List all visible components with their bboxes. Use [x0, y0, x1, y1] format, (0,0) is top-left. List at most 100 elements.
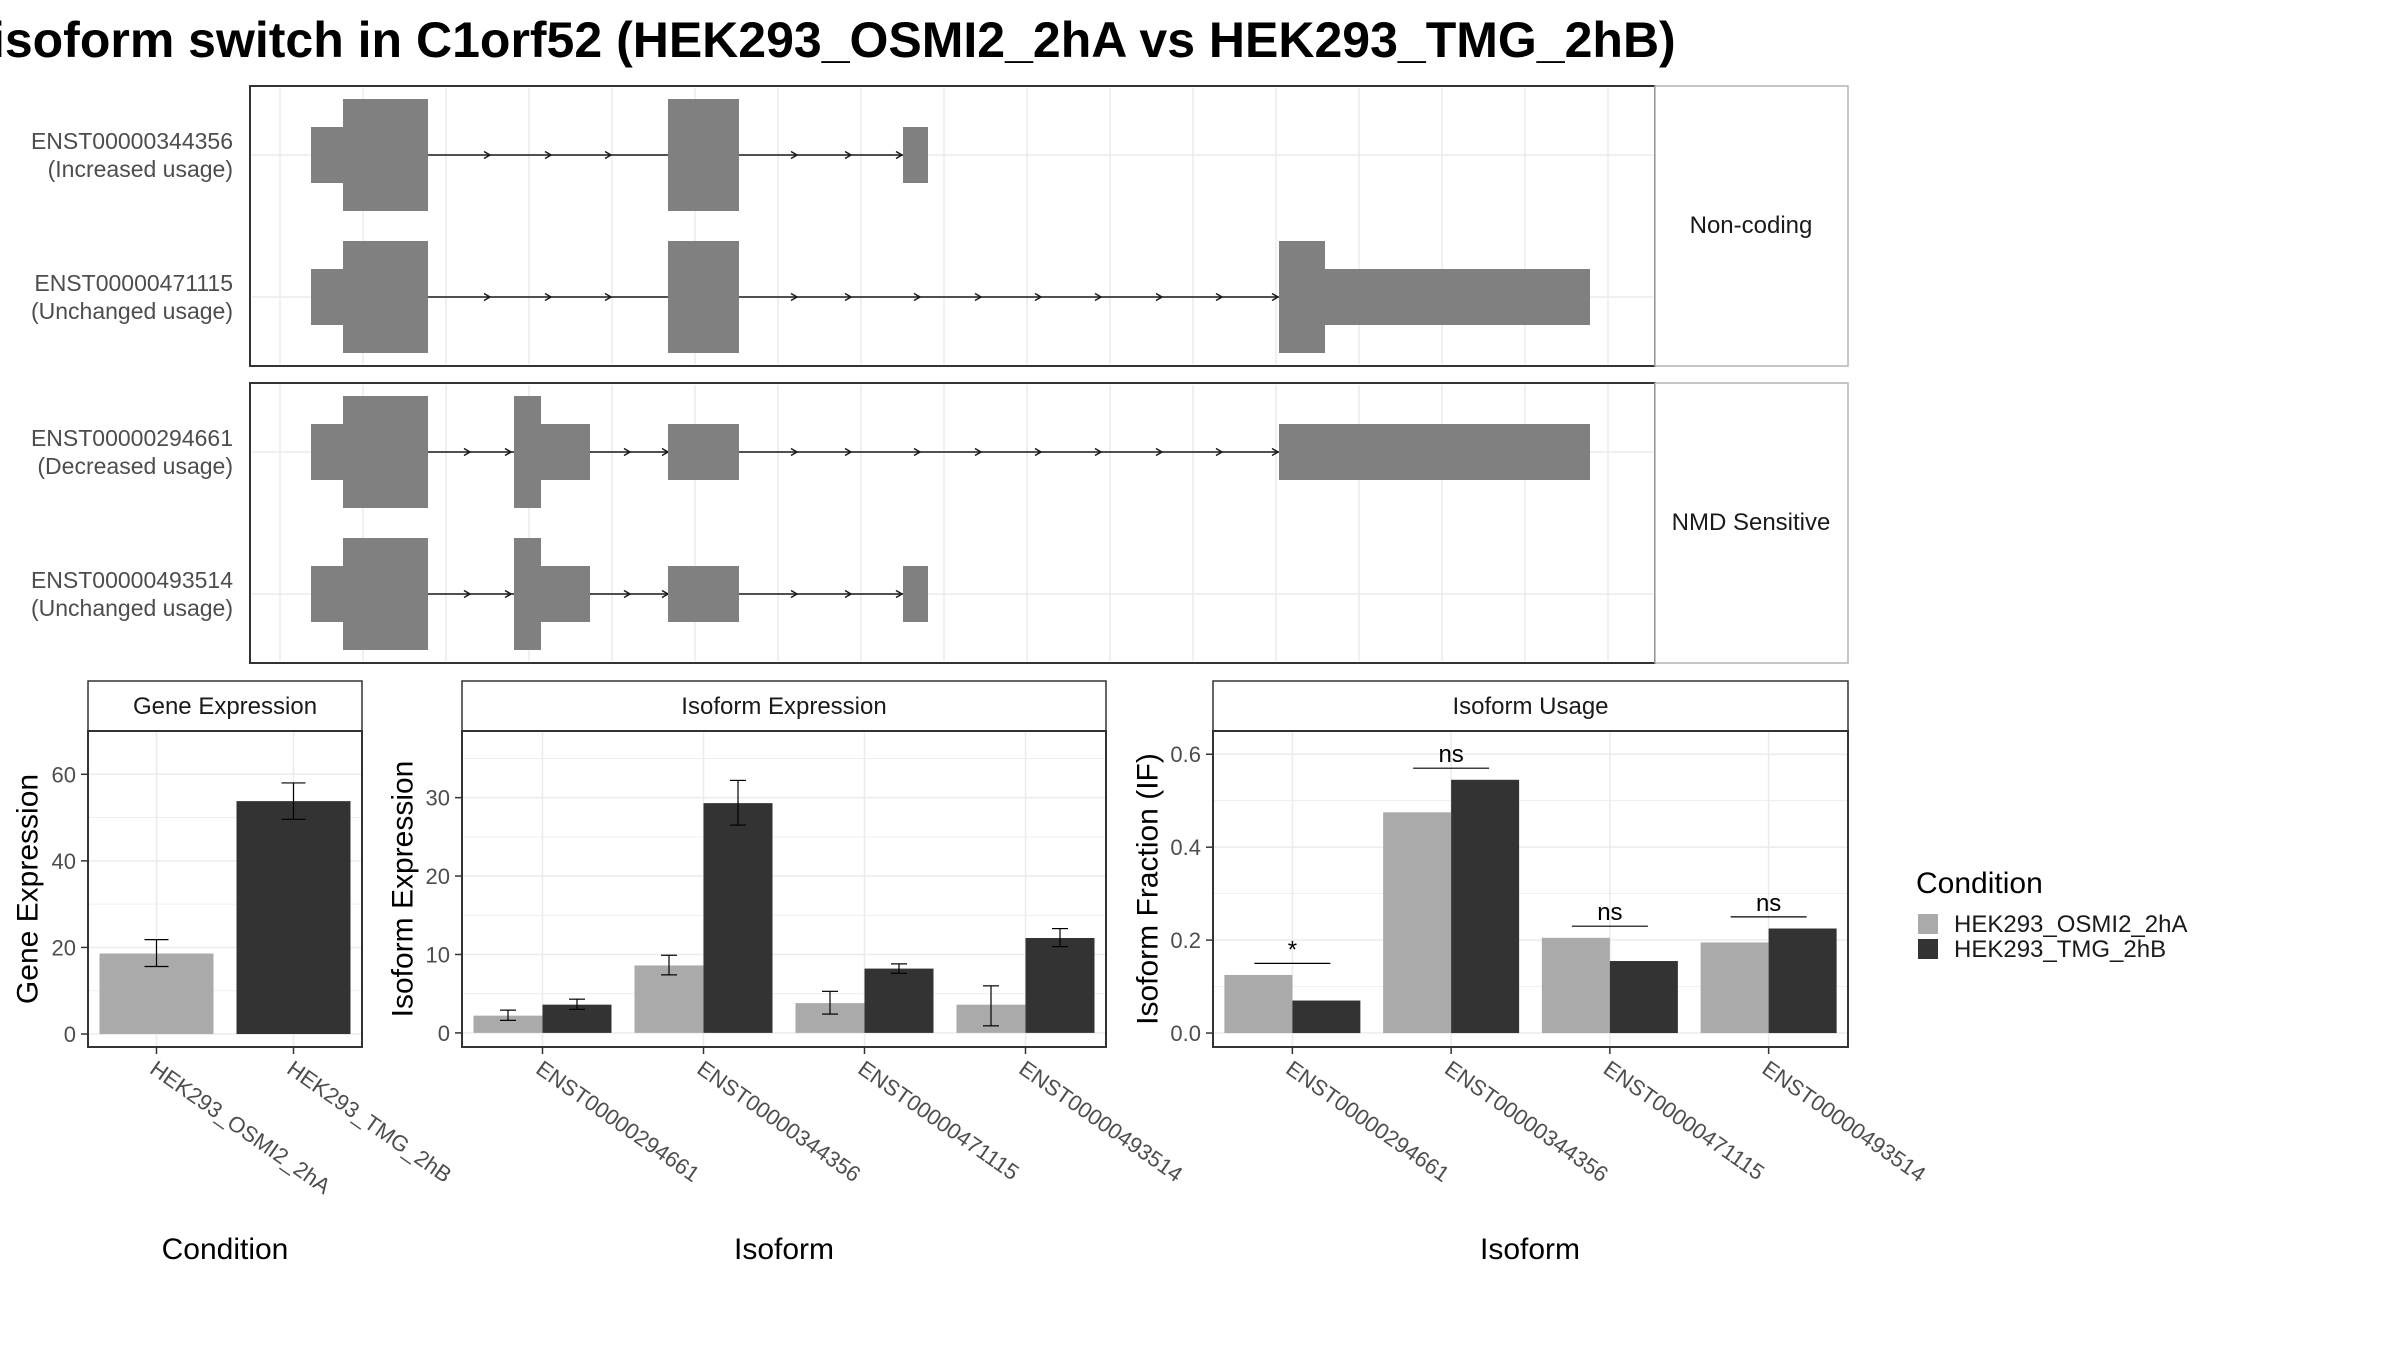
isoform-expression-chart: Isoform Expression 0 10 20 30 ENST00000294661… — [387, 680, 1188, 1266]
exon — [343, 241, 428, 353]
strand-arrow — [1271, 292, 1280, 302]
x-tick-label: ENST00000493514 — [1015, 1056, 1188, 1187]
y-tick-label: 0.4 — [1170, 835, 1201, 860]
transcript-ENST00000344356 — [311, 99, 928, 211]
x-tick-label: ENST00000344356 — [1440, 1056, 1613, 1187]
strand-arrow — [1034, 447, 1043, 457]
structure-group-noncoding: Non-coding — [249, 85, 1849, 367]
strand-arrow — [1094, 292, 1103, 302]
exon — [514, 538, 541, 650]
exon — [668, 241, 739, 353]
bar — [864, 968, 934, 1033]
transcript-usage-label: (Unchanged usage) — [31, 298, 233, 324]
panel-border — [1212, 730, 1849, 1048]
exon — [514, 396, 541, 508]
bar — [1541, 937, 1610, 1034]
y-axis-title: Gene Expression — [12, 774, 45, 1004]
y-tick-label: 0.0 — [1170, 1021, 1201, 1046]
strip-label-noncoding: Non-coding — [1690, 212, 1813, 239]
strand-arrow — [844, 292, 853, 302]
strand-arrow — [1155, 447, 1164, 457]
transcript-ENST00000493514 — [311, 538, 928, 650]
bar — [1383, 812, 1452, 1034]
y-axis-title: Isoform Expression — [387, 761, 420, 1018]
strip-nmd — [1654, 382, 1849, 664]
bar — [1224, 974, 1293, 1034]
strand-arrow — [604, 150, 613, 160]
x-tick-label: ENST00000471115 — [1599, 1056, 1769, 1185]
strand-arrow — [790, 589, 799, 599]
exon — [541, 424, 590, 480]
facet-title: Gene Expression — [133, 693, 317, 720]
significance-label: * — [1288, 936, 1297, 963]
exon — [311, 269, 343, 325]
strand-arrow — [1094, 447, 1103, 457]
y-tick-label: 60 — [52, 762, 76, 787]
exon — [343, 538, 428, 650]
strand-arrow — [1215, 292, 1224, 302]
strand-arrow — [1215, 447, 1224, 457]
exon — [1325, 269, 1590, 325]
exon — [343, 99, 428, 211]
strand-arrow — [623, 447, 632, 457]
strip-noncoding — [1654, 85, 1849, 367]
transcript-id-label: ENST00000471115 — [34, 270, 233, 296]
strand-arrow — [913, 292, 922, 302]
bar — [1292, 1000, 1361, 1034]
strand-arrow — [623, 589, 632, 599]
transcript-ENST00000294661 — [311, 396, 1590, 508]
bar — [1700, 942, 1769, 1034]
bar — [1451, 779, 1520, 1034]
transcript-id-label: ENST00000294661 — [31, 425, 233, 451]
significance-label: ns — [1597, 899, 1622, 926]
transcript-usage-label: (Increased usage) — [48, 156, 233, 182]
strand-arrow — [604, 292, 613, 302]
y-tick-label: 0.6 — [1170, 742, 1201, 767]
strand-arrow — [974, 447, 983, 457]
exon — [343, 396, 428, 508]
strand-arrow — [504, 447, 513, 457]
x-axis-title: Isoform — [1480, 1233, 1580, 1266]
y-tick-label: 0 — [438, 1021, 450, 1046]
isoform-usage-chart: Isoform Usage * ns ns ns 0.0 0.2 0.4 0.6 ENST0000… — [1132, 680, 1931, 1266]
strand-arrow — [544, 292, 553, 302]
strand-arrow — [544, 150, 553, 160]
exon — [903, 566, 928, 622]
strip-label-nmd: NMD Sensitive — [1672, 509, 1831, 536]
exon — [668, 566, 739, 622]
y-tick-label: 20 — [426, 864, 450, 889]
transcript-id-label: ENST00000493514 — [31, 567, 233, 593]
transcript-ENST00000471115 — [311, 241, 1590, 353]
facet-strip — [1212, 680, 1849, 732]
structure-gridlines — [252, 88, 1653, 661]
y-tick-label: 20 — [52, 935, 76, 960]
legend-title: Condition — [1916, 867, 2043, 900]
y-axis-title: Isoform Fraction (IF) — [1132, 753, 1165, 1025]
strand-arrow — [483, 150, 492, 160]
exon — [1279, 241, 1325, 353]
exon — [311, 127, 343, 183]
y-tick-label: 40 — [52, 849, 76, 874]
strand-arrow — [790, 150, 799, 160]
facet-title: Isoform Usage — [1452, 693, 1608, 720]
strand-arrow — [463, 447, 472, 457]
y-tick-label: 30 — [426, 786, 450, 811]
bar — [1768, 928, 1837, 1034]
strand-arrow — [913, 447, 922, 457]
strand-arrow — [790, 447, 799, 457]
facet-title: Isoform Expression — [681, 693, 886, 720]
x-tick-label: ENST00000471115 — [854, 1056, 1024, 1185]
strand-arrow — [1271, 447, 1280, 457]
strand-arrow — [483, 292, 492, 302]
x-tick-label: ENST00000344356 — [693, 1056, 866, 1187]
significance-label: ns — [1438, 741, 1463, 768]
strand-arrow — [895, 150, 904, 160]
legend-label-tmg: HEK293_TMG_2hB — [1954, 936, 2166, 963]
legend: Condition HEK293_OSMI2_2hA HEK293_TMG_2h… — [1916, 867, 2187, 963]
transcript-usage-label: (Unchanged usage) — [31, 595, 233, 621]
x-axis-title: Isoform — [734, 1233, 834, 1266]
strand-arrow — [844, 150, 853, 160]
significance-label: ns — [1756, 890, 1781, 917]
exon — [1279, 424, 1590, 480]
x-tick-label: ENST00000493514 — [1758, 1056, 1931, 1187]
